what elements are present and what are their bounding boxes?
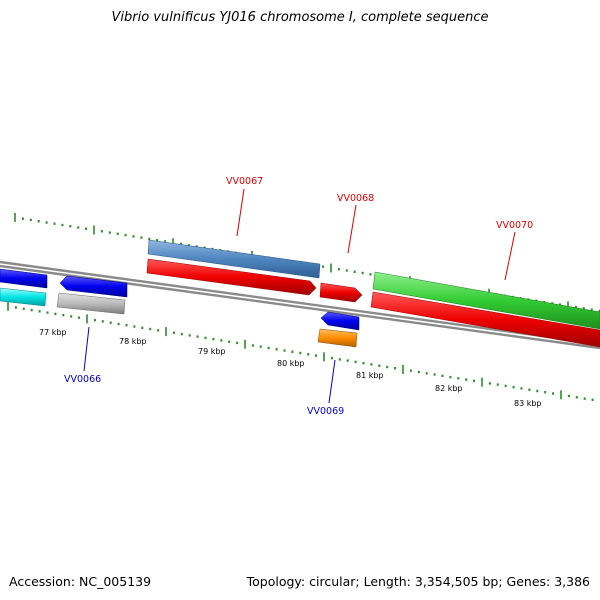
gene-vv0069[interactable] [320, 311, 360, 331]
gene-vv0070-green[interactable] [372, 271, 600, 330]
ruler-label-83kbp: 83 kbp [514, 399, 542, 408]
gene-left-cyan-fragment[interactable] [0, 287, 47, 307]
gene-vv0067[interactable] [146, 258, 317, 296]
accession-text: Accession: NC_005139 [9, 574, 152, 589]
ruler-label-82kbp: 82 kbp [435, 384, 463, 393]
gene-vv0066[interactable] [59, 275, 128, 298]
ruler-label-79kbp: 79 kbp [198, 347, 226, 356]
gene-vv0068[interactable] [319, 282, 363, 303]
gene-label-vv0066[interactable]: VV0066 [64, 374, 101, 385]
gene-label-vv0068[interactable]: VV0068 [337, 193, 374, 204]
ruler-label-81kbp: 81 kbp [356, 371, 384, 380]
ruler-labels: 77 kbp 78 kbp 79 kbp 80 kbp 81 kbp 82 kb… [39, 328, 542, 408]
sequence-summary-text: Topology: circular; Length: 3,354,505 bp… [246, 574, 590, 589]
gene-label-vv0067[interactable]: VV0067 [226, 176, 263, 187]
ruler-ticks-bottom [7, 301, 594, 401]
gene-vv0066-gray[interactable] [56, 292, 126, 315]
gene-leader-lines [83, 188, 516, 404]
ruler-label-80kbp: 80 kbp [277, 359, 305, 368]
gene-steelblue-track[interactable] [147, 239, 321, 279]
gene-labels: VV0067 VV0068 VV0070 VV0066 VV0069 [64, 176, 533, 417]
map-title: Vibrio vulnificus YJ016 chromosome I, co… [111, 10, 489, 25]
ruler-label-78kbp: 78 kbp [119, 337, 147, 346]
gene-label-vv0070[interactable]: VV0070 [496, 220, 533, 231]
gene-vv0069-orange[interactable] [317, 328, 358, 348]
ruler-label-77kbp: 77 kbp [39, 328, 67, 337]
gene-vv0070[interactable] [370, 291, 600, 348]
gene-label-vv0069[interactable]: VV0069 [307, 406, 344, 417]
gene-left-blue-fragment[interactable] [0, 268, 48, 289]
